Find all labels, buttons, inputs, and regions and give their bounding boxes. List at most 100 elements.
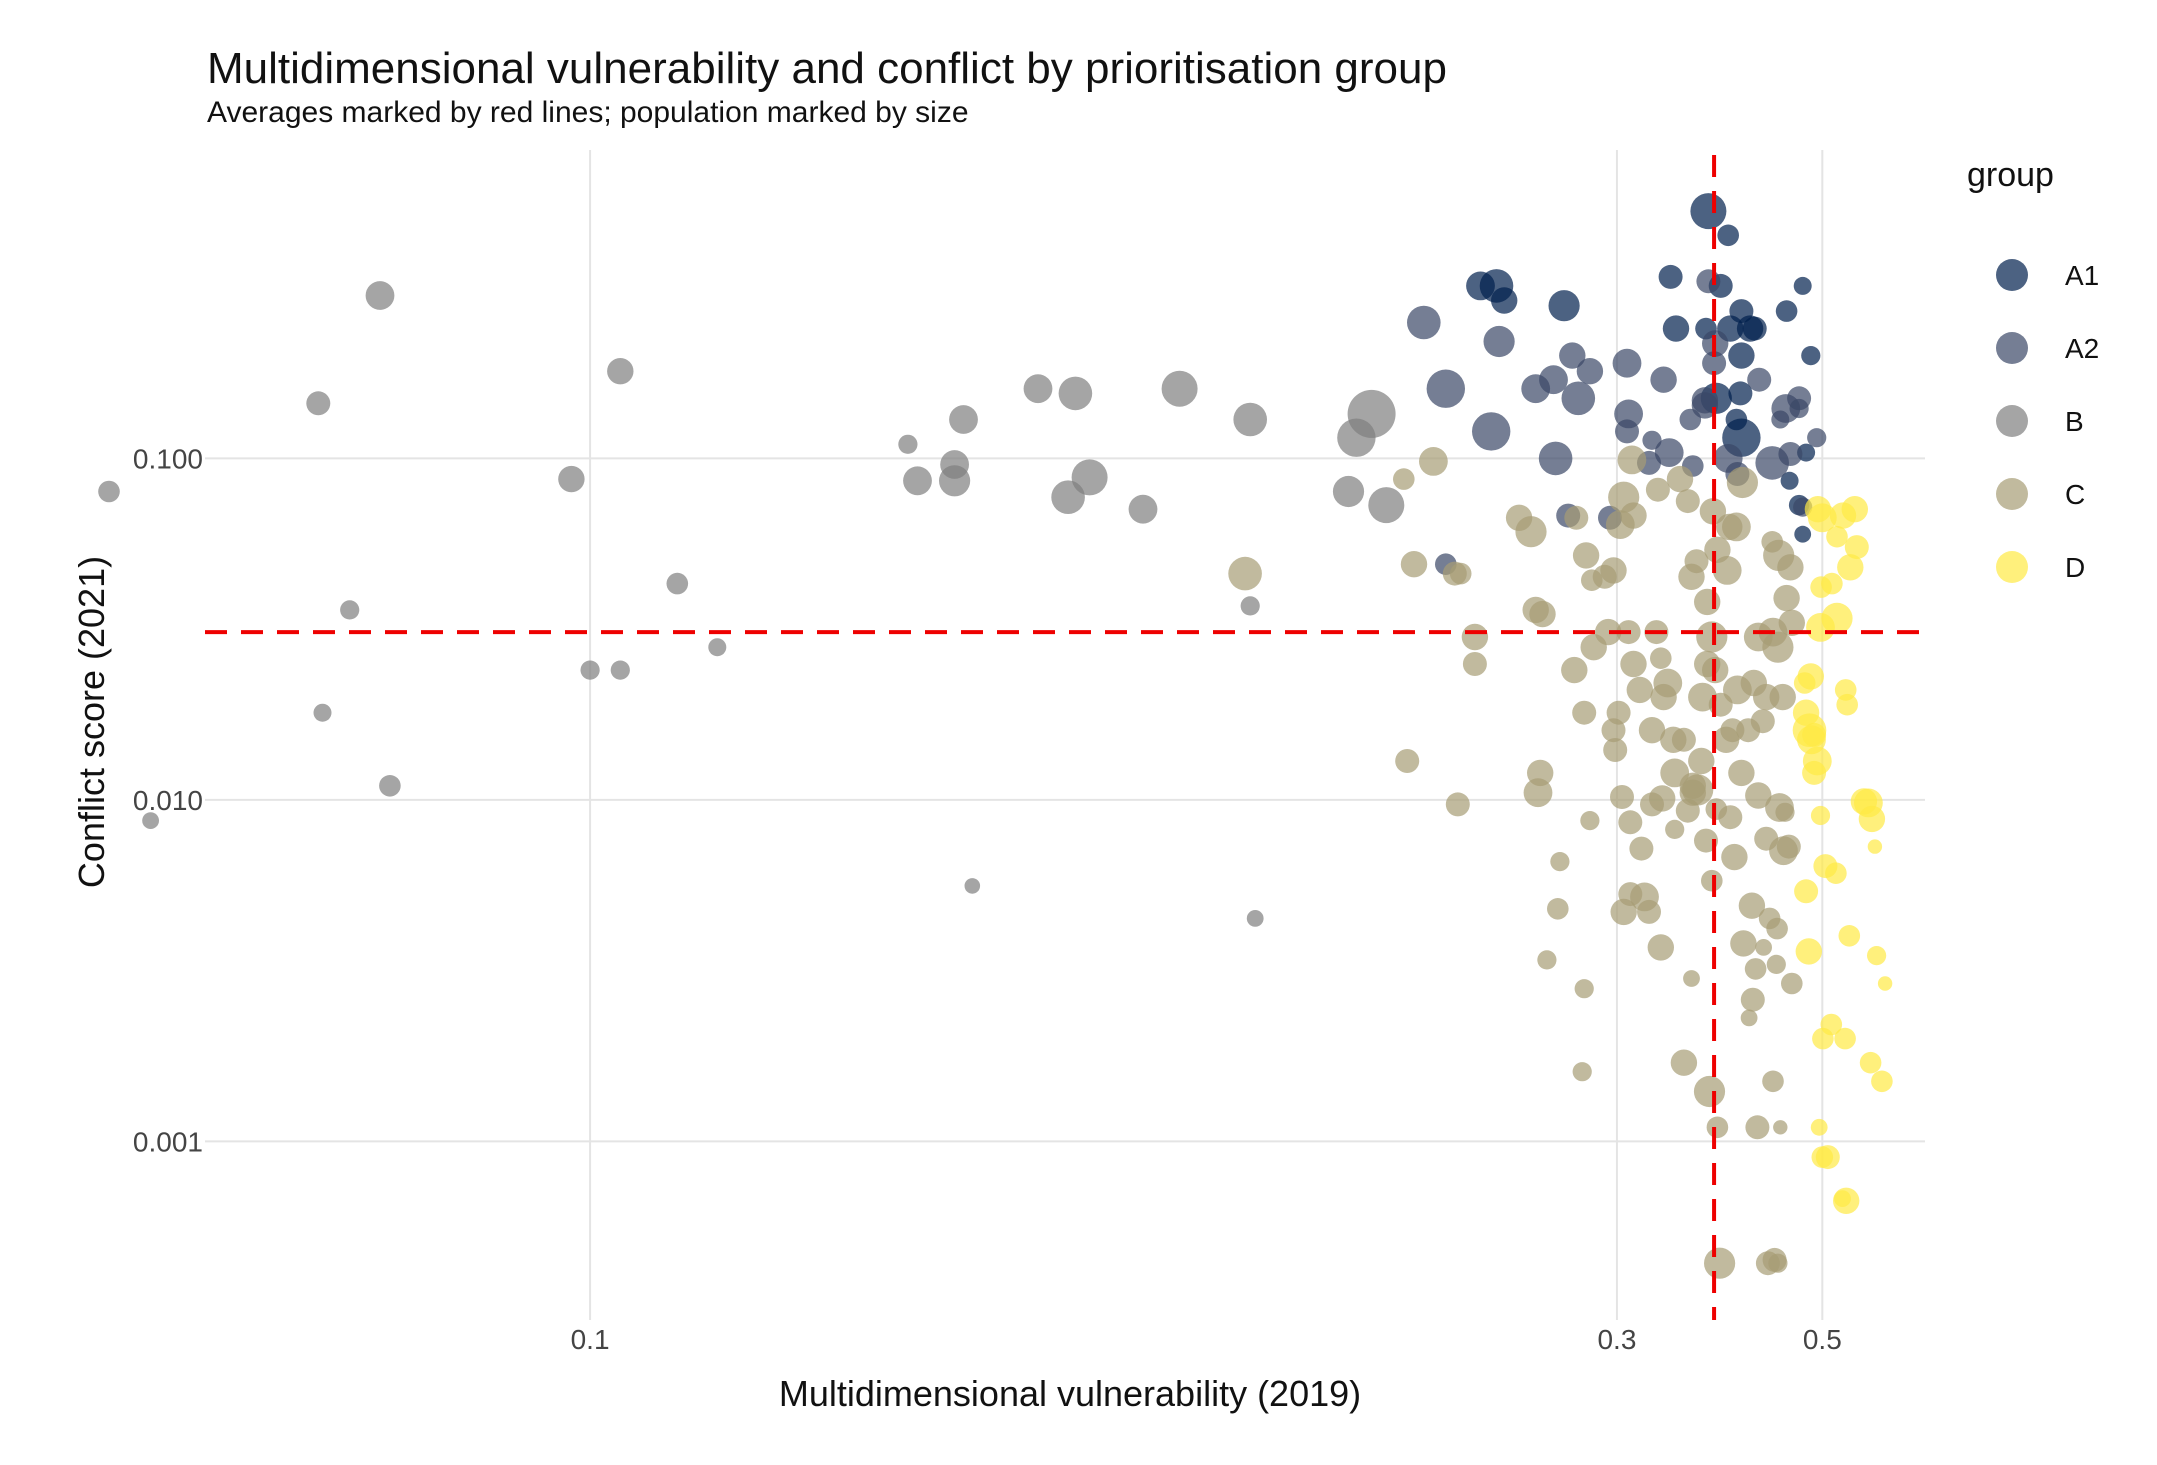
- data-point: [306, 391, 331, 416]
- data-points: [98, 193, 1893, 1279]
- data-point: [1638, 717, 1666, 744]
- average-reference-lines: [205, 155, 1925, 1320]
- data-point: [1671, 727, 1696, 752]
- data-point: [1793, 672, 1816, 694]
- data-point: [558, 465, 585, 493]
- data-point: [340, 600, 360, 620]
- data-point: [1789, 398, 1809, 419]
- data-point: [1572, 700, 1597, 725]
- data-point: [1395, 749, 1420, 773]
- data-point: [1773, 584, 1800, 612]
- data-point: [1844, 535, 1869, 560]
- data-point: [1559, 342, 1586, 369]
- data-point: [1606, 700, 1631, 725]
- data-point: [1802, 760, 1827, 785]
- data-point: [1721, 843, 1748, 871]
- data-point: [1650, 647, 1672, 669]
- data-point: [1728, 759, 1755, 787]
- data-point: [1761, 531, 1783, 553]
- data-point: [1694, 828, 1718, 853]
- data-point: [1833, 1187, 1860, 1215]
- legend: group A1 A2 B C D: [1967, 156, 2099, 583]
- data-point: [1836, 693, 1858, 716]
- data-point: [1233, 402, 1267, 437]
- series-C: [1228, 445, 1806, 1279]
- data-point: [1491, 287, 1518, 314]
- data-point: [1762, 1070, 1784, 1093]
- data-point: [1647, 934, 1675, 961]
- data-point: [1801, 346, 1821, 366]
- data-point: [1600, 557, 1627, 584]
- data-point: [1706, 1116, 1729, 1139]
- data-point: [1780, 471, 1799, 490]
- data-point: [1654, 438, 1684, 467]
- data-point: [1858, 805, 1886, 833]
- data-point: [1603, 738, 1628, 762]
- data-point: [1023, 374, 1053, 404]
- data-point: [1871, 1070, 1893, 1093]
- data-point: [313, 703, 332, 722]
- data-point: [1561, 381, 1596, 416]
- data-point: [964, 878, 981, 894]
- data-point: [1838, 925, 1861, 947]
- data-point: [1161, 370, 1198, 407]
- data-point: [1730, 930, 1757, 957]
- data-point: [1620, 502, 1647, 529]
- data-point: [1629, 836, 1654, 861]
- chart-title: Multidimensional vulnerability and confl…: [207, 44, 1447, 93]
- data-point: [940, 450, 969, 479]
- legend-key: [1996, 551, 2028, 583]
- data-point: [1778, 442, 1803, 466]
- data-point: [1717, 224, 1739, 247]
- data-point: [903, 466, 932, 496]
- data-point: [1128, 494, 1158, 524]
- data-point: [1769, 683, 1796, 711]
- data-point: [1867, 839, 1883, 854]
- legend-key: [1996, 259, 2028, 291]
- data-point: [1793, 276, 1812, 295]
- data-point: [898, 434, 918, 454]
- data-point: [1815, 1145, 1840, 1170]
- data-point: [1718, 805, 1743, 830]
- data-point: [580, 660, 600, 680]
- data-point: [1837, 554, 1864, 581]
- legend-key: [1996, 478, 2028, 510]
- data-point: [1419, 447, 1448, 476]
- data-point: [1745, 1115, 1770, 1140]
- data-point: [1877, 976, 1893, 991]
- data-point: [610, 660, 630, 680]
- data-point: [1564, 505, 1589, 530]
- data-point: [1400, 551, 1428, 578]
- data-point: [1620, 650, 1647, 678]
- data-point: [1802, 722, 1827, 747]
- data-point: [1810, 805, 1831, 826]
- data-point: [1794, 525, 1812, 543]
- data-point: [1742, 316, 1767, 341]
- data-point: [1781, 972, 1803, 995]
- data-point: [1058, 376, 1093, 411]
- data-point: [1617, 445, 1647, 475]
- data-point: [1626, 676, 1654, 704]
- data-point: [1071, 459, 1108, 496]
- legend-item-C: C: [1996, 478, 2085, 510]
- data-point: [1650, 366, 1677, 393]
- data-point: [1702, 351, 1727, 376]
- data-point: [1694, 588, 1721, 616]
- data-point: [1332, 475, 1365, 508]
- data-point: [1679, 779, 1707, 806]
- data-point: [1368, 487, 1405, 524]
- data-point: [1547, 898, 1569, 920]
- legend-key: [1996, 332, 2028, 364]
- data-point: [1572, 1062, 1592, 1082]
- data-point: [1684, 549, 1709, 574]
- data-point: [1859, 1051, 1882, 1074]
- data-point: [1610, 898, 1637, 926]
- data-point: [1794, 879, 1819, 904]
- data-point: [1662, 315, 1690, 342]
- x-tick-label: 0.1: [571, 1324, 610, 1355]
- legend-title: group: [1967, 156, 2054, 194]
- data-point: [1246, 910, 1264, 927]
- data-point: [379, 775, 401, 797]
- legend-item-A2: A2: [1996, 332, 2099, 364]
